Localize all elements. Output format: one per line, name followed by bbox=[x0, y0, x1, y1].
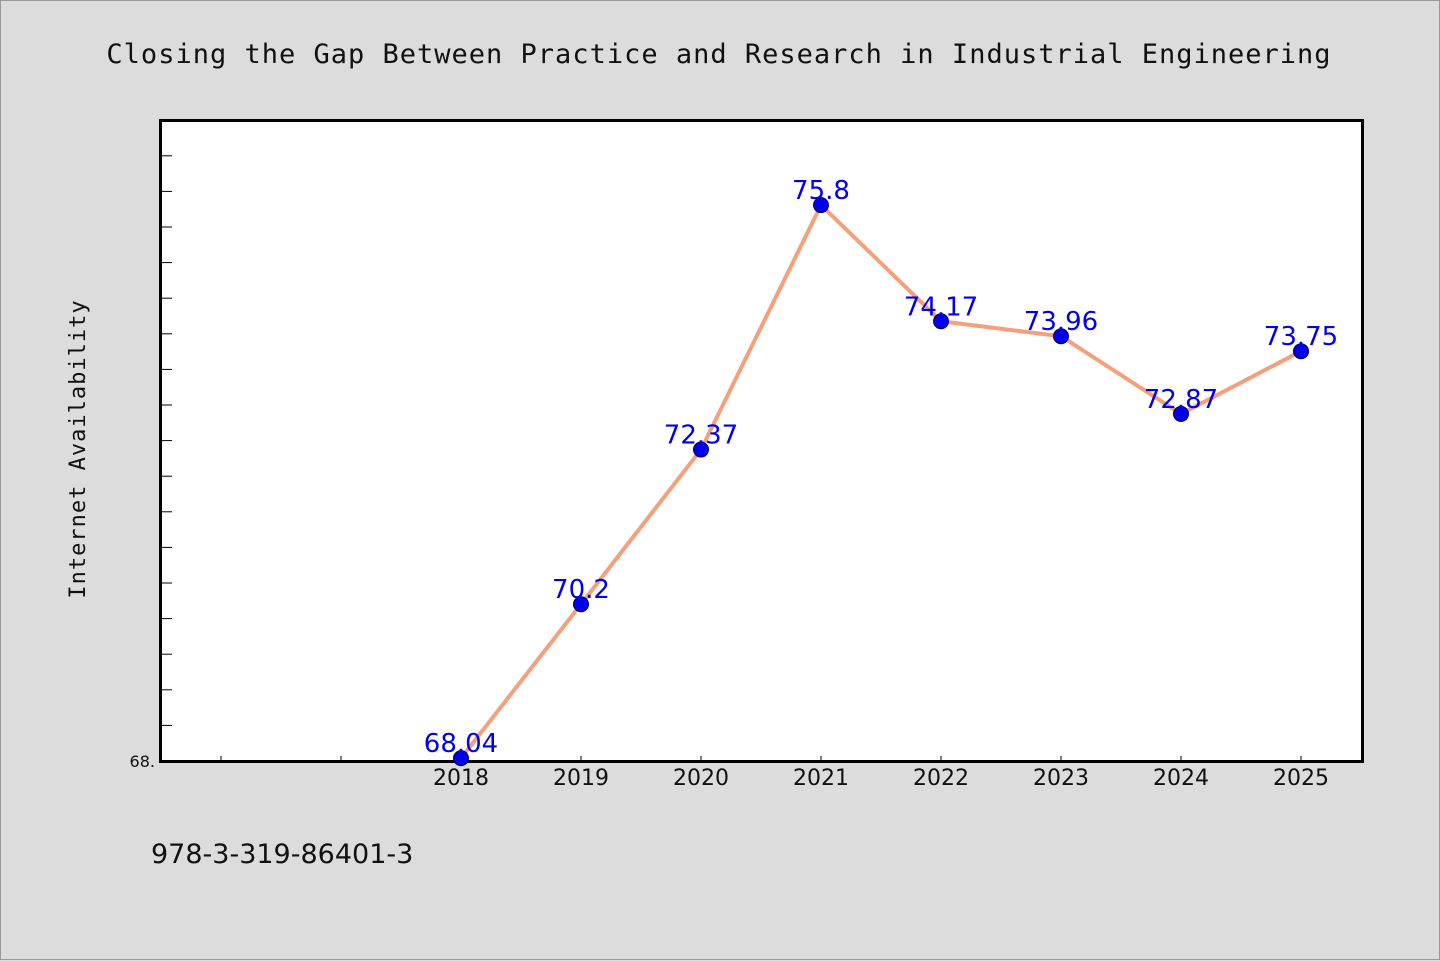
series-line bbox=[459, 203, 1302, 760]
y-axis-ticks bbox=[161, 155, 172, 726]
data-label: 75.8 bbox=[792, 176, 850, 206]
data-label: 70.2 bbox=[552, 575, 610, 605]
data-label: 73.75 bbox=[1264, 322, 1338, 352]
data-point bbox=[573, 596, 589, 613]
x-tick-label: 2020 bbox=[673, 766, 729, 791]
x-tick-label: 2019 bbox=[553, 766, 609, 791]
series-layer: 68.04 70.2 72.37 75.8 74.17 73.96 72.87 73.75 bbox=[424, 176, 1338, 767]
data-point bbox=[933, 313, 949, 330]
data-label: 72.37 bbox=[664, 421, 738, 451]
x-tick-label: 2021 bbox=[793, 766, 849, 791]
x-tick-label: 2023 bbox=[1033, 766, 1089, 791]
x-tick-label: 2024 bbox=[1153, 766, 1209, 791]
x-tick-label: 2025 bbox=[1273, 766, 1329, 791]
data-point bbox=[1053, 328, 1069, 345]
x-tick-label: 2022 bbox=[913, 766, 969, 791]
data-label: 74.17 bbox=[904, 292, 978, 322]
data-point bbox=[1293, 343, 1309, 360]
x-tick-label: 2018 bbox=[433, 766, 489, 791]
y-axis-label: Internet Availability bbox=[66, 299, 91, 598]
data-point bbox=[453, 750, 469, 767]
x-axis-ticks bbox=[220, 756, 1302, 761]
data-point bbox=[693, 441, 709, 458]
data-point bbox=[1173, 405, 1189, 422]
data-label: 73.96 bbox=[1024, 307, 1098, 337]
data-point bbox=[813, 197, 829, 214]
plot-area bbox=[159, 119, 1364, 763]
data-label: 68.04 bbox=[424, 729, 498, 759]
x-axis-tick-labels: 2018 2019 2020 2021 2022 2023 2024 2025 bbox=[433, 766, 1329, 791]
chart-title: Closing the Gap Between Practice and Res… bbox=[106, 39, 1331, 70]
data-label: 72.87 bbox=[1144, 385, 1218, 415]
y-axis-tick-label: 68. bbox=[130, 752, 155, 771]
footer-isbn: 978-3-319-86401-3 bbox=[151, 839, 413, 870]
